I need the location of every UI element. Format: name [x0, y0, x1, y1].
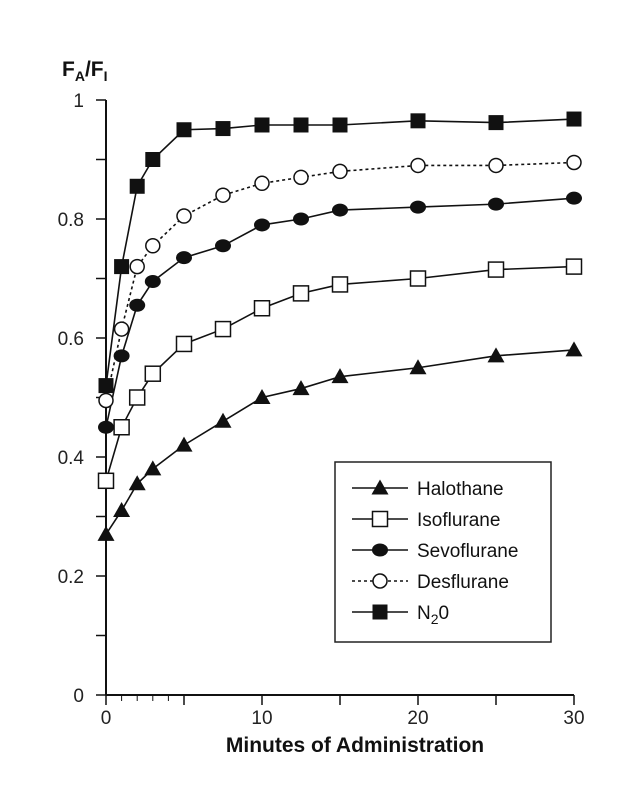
legend-box [334, 461, 552, 643]
legend-swatches [352, 479, 408, 620]
data-point-desflurane [113, 321, 130, 337]
x-tick-label-10: 10 [251, 708, 272, 729]
data-point-isoflurane [113, 419, 130, 436]
data-point-desflurane [176, 208, 192, 224]
data-point-sevoflurane [129, 298, 146, 312]
data-point-isoflurane [144, 365, 162, 382]
data-point-halothane [409, 359, 427, 375]
legend-marker-sevoflurane [372, 543, 388, 557]
y-tick-label-0.2: 0.2 [58, 567, 84, 588]
data-point-sevoflurane [332, 203, 348, 217]
legend-label-isoflurane: Isoflurane [417, 510, 500, 531]
x-tick-label-30: 30 [563, 708, 584, 729]
data-point-isoflurane [253, 300, 271, 317]
data-point-n2o [176, 122, 192, 138]
legend-marker-n2o [372, 604, 388, 620]
data-point-n2o [215, 121, 231, 137]
data-point-n2o [129, 178, 145, 194]
axis-ticks [96, 99, 575, 705]
x-tick-label-0: 0 [101, 708, 112, 729]
data-point-n2o [254, 117, 270, 133]
data-point-isoflurane [175, 335, 193, 353]
y-tick-label-0.6: 0.6 [58, 329, 84, 350]
legend-marker-isoflurane [371, 510, 389, 528]
data-point-isoflurane [409, 270, 427, 287]
data-point-isoflurane [292, 285, 310, 302]
data-point-halothane [175, 436, 193, 452]
data-point-halothane [487, 347, 505, 363]
series-sevoflurane [98, 191, 582, 434]
data-point-desflurane [129, 258, 145, 275]
data-point-desflurane [215, 187, 231, 203]
data-point-desflurane [332, 163, 348, 180]
data-point-sevoflurane [488, 197, 504, 211]
data-point-sevoflurane [566, 191, 582, 205]
series-layer [97, 111, 583, 541]
series-desflurane [98, 154, 582, 409]
series-line-desflurane [105, 161, 575, 401]
data-point-sevoflurane [254, 218, 270, 232]
data-point-desflurane [98, 392, 114, 409]
data-point-sevoflurane [113, 349, 130, 363]
data-point-halothane [292, 380, 310, 396]
y-tick-label-0: 0 [73, 686, 84, 707]
legend-label-desflurane: Desflurane [417, 572, 509, 593]
data-point-halothane [128, 475, 146, 491]
data-point-sevoflurane [410, 200, 426, 214]
legend-marker-desflurane [372, 573, 388, 589]
data-point-halothane [331, 368, 349, 384]
data-point-n2o [98, 378, 114, 394]
data-point-isoflurane [565, 258, 583, 275]
data-point-isoflurane [214, 320, 232, 338]
data-point-sevoflurane [215, 239, 231, 253]
data-point-sevoflurane [98, 420, 114, 434]
data-point-halothane [565, 341, 583, 357]
legend-marker-halothane [371, 479, 389, 495]
legend: Halothane Isoflurane Sevoflurane Desflur… [334, 461, 552, 643]
data-point-desflurane [566, 154, 582, 171]
x-tick-label-20: 20 [407, 708, 428, 729]
data-point-n2o [332, 117, 348, 133]
data-point-sevoflurane [176, 251, 192, 265]
data-point-desflurane [145, 238, 161, 254]
data-point-isoflurane [128, 389, 146, 406]
data-point-halothane [113, 502, 131, 518]
data-point-isoflurane [97, 472, 115, 490]
data-point-halothane [253, 389, 271, 404]
data-point-n2o [145, 152, 161, 167]
series-halothane [97, 341, 583, 541]
data-point-isoflurane [487, 261, 505, 278]
axis-tick-labels: 1 0.8 0.6 0.4 0.2 0 0 10 20 30 [58, 91, 585, 729]
legend-label-halothane: Halothane [417, 479, 504, 500]
y-tick-label-0.8: 0.8 [58, 210, 84, 231]
data-point-halothane [214, 412, 232, 428]
data-point-halothane [97, 525, 115, 541]
series-isoflurane [97, 258, 583, 490]
data-point-sevoflurane [293, 212, 309, 226]
data-point-n2o [114, 259, 130, 275]
legend-label-n2o: N20 [417, 603, 449, 627]
data-point-n2o [410, 113, 426, 129]
data-point-isoflurane [331, 276, 349, 293]
data-point-halothane [144, 460, 162, 476]
data-point-n2o [488, 115, 504, 131]
y-axis-title: FA/FI [62, 58, 108, 84]
data-point-sevoflurane [144, 274, 161, 288]
x-axis-title: Minutes of Administration [226, 734, 484, 757]
data-point-n2o [566, 111, 582, 127]
legend-label-sevoflurane: Sevoflurane [417, 541, 518, 562]
y-tick-label-0.4: 0.4 [58, 448, 85, 469]
series-line-sevoflurane [105, 197, 575, 428]
series-n2o [98, 111, 582, 394]
data-point-desflurane [488, 157, 504, 174]
data-point-desflurane [410, 157, 426, 174]
data-point-desflurane [293, 169, 309, 186]
y-tick-label-1: 1 [73, 91, 84, 112]
data-point-n2o [293, 117, 309, 133]
series-line-n2o [105, 118, 575, 386]
data-point-desflurane [254, 175, 270, 192]
